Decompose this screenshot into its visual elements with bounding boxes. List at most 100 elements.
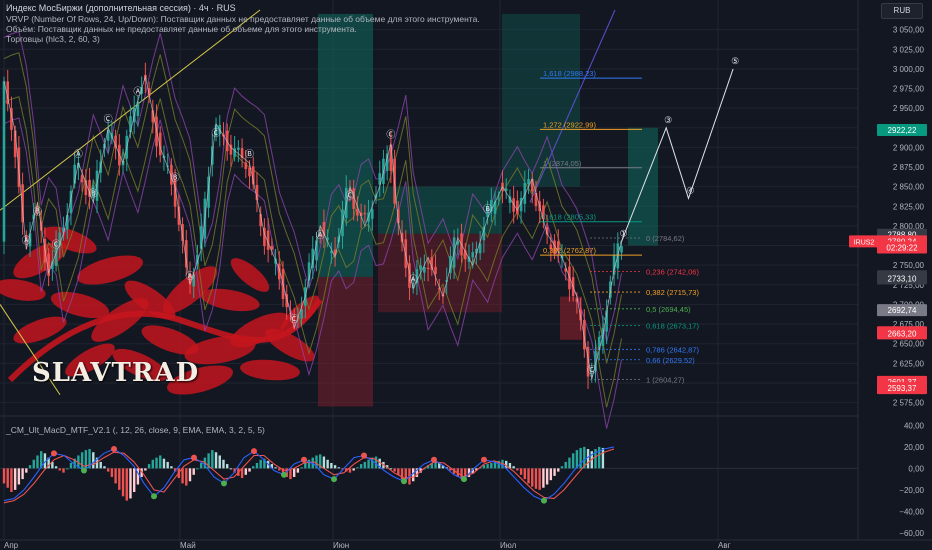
- macd-histogram-bar: [449, 468, 452, 471]
- macd-histogram-bar: [415, 468, 419, 477]
- candle-body: [504, 188, 508, 191]
- macd-histogram-bar: [579, 447, 582, 469]
- wave-label: Ⓒ: [587, 365, 596, 375]
- price-tick-label: 2 725,00: [893, 281, 925, 290]
- vrvp-legend[interactable]: VRVP (Number Of Rows, 24, Up/Down): Пост…: [6, 14, 480, 24]
- macd-legend[interactable]: _CM_Ult_MacD_MTF_V2.1 (, 12, 26, close, …: [6, 425, 265, 435]
- candle-body: [318, 234, 322, 237]
- macd-cross-dot: [81, 467, 87, 474]
- macd-histogram-bar: [188, 468, 192, 482]
- indicator-legend[interactable]: Торговцы (hlc3, 2, 60, 3): [6, 34, 100, 44]
- candle-body: [173, 179, 177, 207]
- macd-histogram-bar: [322, 456, 326, 469]
- time-axis[interactable]: Апр Май Июн Июл Авг: [0, 539, 932, 550]
- macd-histogram-bar: [542, 468, 545, 488]
- macd-histogram-bar: [133, 468, 136, 493]
- macd-histogram-bar: [545, 468, 549, 485]
- chart-title: Индекс МосБиржи (дополнительная сессия) …: [6, 3, 236, 13]
- candle-body: [266, 230, 270, 250]
- candle-body: [69, 190, 73, 213]
- macd-histogram-bar: [106, 468, 110, 472]
- macd-cross-dot: [111, 446, 117, 453]
- macd-histogram-bar: [88, 449, 91, 469]
- macd-histogram-bar: [493, 461, 497, 469]
- macd-pane[interactable]: [0, 446, 858, 504]
- macd-histogram-bar: [497, 460, 500, 469]
- candle-body: [233, 148, 236, 157]
- macd-cross-dot: [401, 478, 407, 485]
- ornament-leaf: [91, 298, 149, 342]
- macd-histogram-bar: [114, 468, 117, 484]
- price-axis[interactable]: 3 050,00 3 025,00 3 000,00 2 975,00 2 950,00…: [849, 0, 932, 550]
- wave-label: Ⓑ: [483, 204, 492, 214]
- candle-body: [583, 319, 586, 350]
- macd-histogram-bar: [385, 465, 389, 469]
- price-label: 2733,10: [888, 274, 917, 283]
- wave-label: Ⓒ: [212, 128, 221, 138]
- macd-histogram-bar: [263, 458, 266, 469]
- macd-histogram-bar: [252, 466, 255, 469]
- macd-histogram-bar: [289, 468, 292, 480]
- fib-down-label: 0,382 (2715,73): [646, 288, 699, 297]
- macd-histogram-bar: [505, 460, 508, 469]
- price-label-bg: [877, 123, 927, 136]
- fib-down-label: 0,5 (2694,45): [646, 305, 691, 314]
- candle-body: [497, 198, 501, 200]
- candle-body: [21, 184, 24, 223]
- price-tick-label: 2 900,00: [893, 143, 925, 152]
- candle-body: [158, 132, 162, 156]
- wave-labels: Ⓐ Ⓑ Ⓒ Ⓐ Ⓑ Ⓒ Ⓐ Ⓑ Ⓐ Ⓒ Ⓑ Ⓒ Ⓐ Ⓒ Ⓒ Ⓐ Ⓑ Ⓒ: [22, 86, 596, 375]
- macd-histogram-bar: [2, 468, 6, 484]
- candle-body: [556, 241, 560, 251]
- candle-body: [378, 173, 382, 185]
- macd-histogram-bar: [185, 468, 188, 486]
- ornament-leaf: [77, 255, 143, 285]
- macd-histogram-bar: [259, 459, 262, 469]
- macd-histogram-bar: [490, 462, 493, 469]
- macd-tick-label: −40,00: [899, 507, 924, 516]
- macd-cross-dot: [461, 476, 467, 483]
- macd-cross-dot: [151, 493, 157, 500]
- long-zone-loss: [318, 276, 373, 407]
- macd-histogram-bar: [367, 459, 370, 469]
- macd-histogram-bar: [54, 466, 58, 469]
- macd-histogram-bar: [564, 461, 567, 469]
- candle-body: [244, 162, 248, 169]
- macd-histogram-bar: [155, 457, 158, 469]
- wave-label: Ⓐ: [74, 149, 83, 159]
- candle-body: [136, 101, 140, 116]
- macd-histogram-bar: [486, 464, 489, 469]
- candle-body: [192, 274, 196, 287]
- fibonacci-levels[interactable]: 1,618 (2988,23) 1,272 (2922,99) 1 (2874,05…: [540, 69, 699, 385]
- currency-button[interactable]: RUB: [881, 3, 923, 19]
- macd-histogram-bar: [80, 452, 84, 469]
- macd-histogram-bar: [62, 468, 65, 473]
- macd-histogram-bar: [199, 462, 203, 469]
- indicator-band: [3, 117, 622, 429]
- macd-histogram-bar: [270, 464, 274, 469]
- candle-body: [419, 265, 422, 270]
- volume-legend[interactable]: Объём: Поставщик данных не предоставляет…: [6, 24, 357, 34]
- wave-projection[interactable]: ① ③ ④ ⑤: [3, 56, 739, 380]
- ornament-leaf: [167, 365, 233, 395]
- candle-body: [564, 268, 568, 272]
- ornament-leaf: [0, 279, 46, 301]
- macd-histogram-bar: [549, 468, 553, 481]
- long-zone-profit: [502, 13, 580, 187]
- wave-label: Ⓐ: [185, 271, 194, 281]
- macd-cross-dot: [541, 497, 547, 504]
- price-label-bg: [877, 304, 927, 317]
- candle-body: [482, 226, 486, 241]
- wave-label: Ⓒ: [52, 239, 61, 249]
- macd-histogram-bar: [508, 462, 512, 469]
- price-label: 2692,74: [888, 306, 917, 315]
- candle-body: [6, 81, 10, 105]
- price-tick-label: 2 750,00: [893, 261, 925, 270]
- macd-histogram-bar: [345, 468, 348, 472]
- candle-body: [475, 248, 478, 254]
- candle-body: [277, 263, 281, 280]
- candle-body: [106, 130, 110, 141]
- candle-body: [181, 224, 184, 241]
- ornament-leaf: [65, 343, 115, 377]
